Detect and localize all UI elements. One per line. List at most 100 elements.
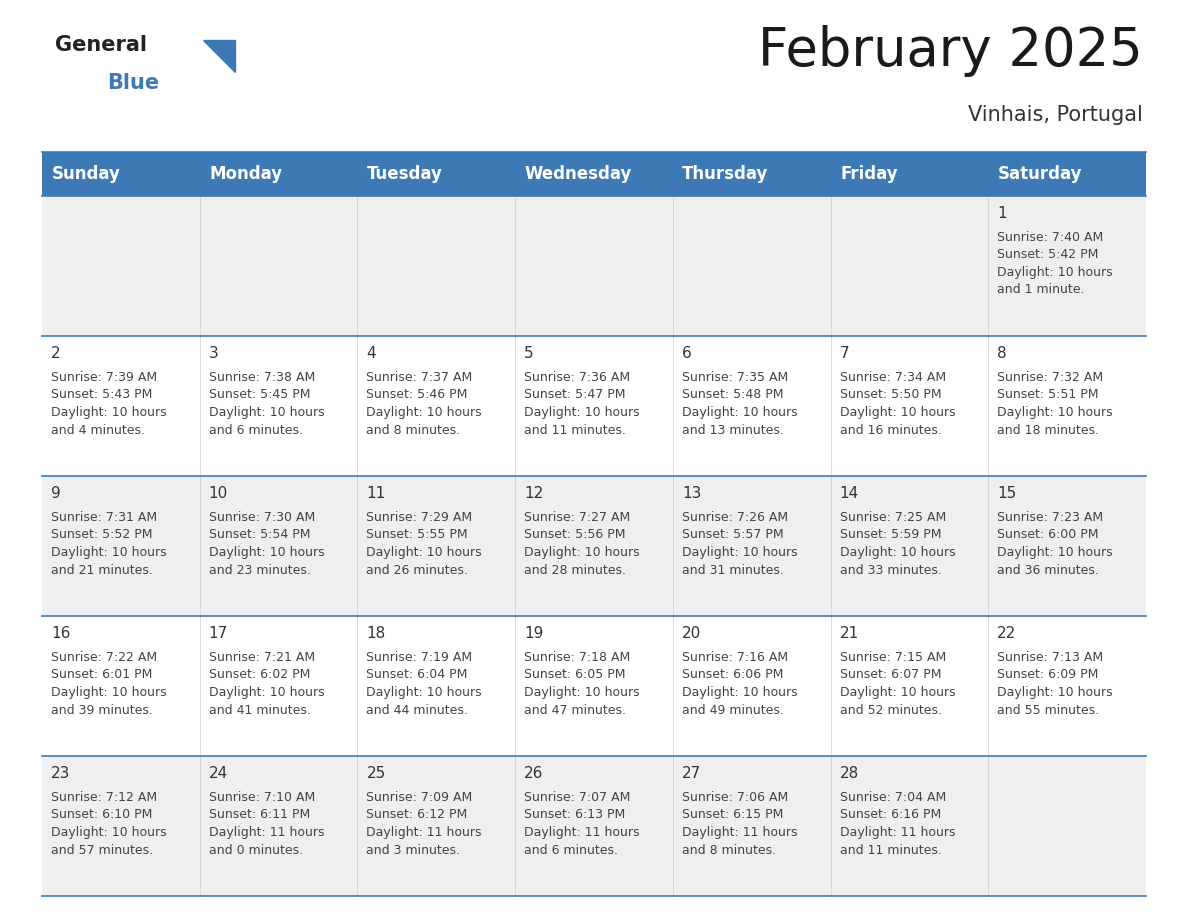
Text: Daylight: 10 hours: Daylight: 10 hours [51, 826, 166, 839]
Bar [42, 336, 1146, 476]
Text: 10: 10 [209, 486, 228, 501]
Text: and 28 minutes.: and 28 minutes. [524, 564, 626, 577]
Text: 7: 7 [840, 346, 849, 361]
Text: Sunrise: 7:13 AM: Sunrise: 7:13 AM [997, 651, 1104, 664]
Text: Vinhais, Portugal: Vinhais, Portugal [968, 105, 1143, 125]
Text: Daylight: 10 hours: Daylight: 10 hours [682, 686, 797, 699]
Text: 25: 25 [366, 766, 386, 781]
Text: and 11 minutes.: and 11 minutes. [840, 844, 941, 856]
Text: Monday: Monday [209, 165, 283, 183]
Text: 13: 13 [682, 486, 701, 501]
Text: 21: 21 [840, 626, 859, 641]
Bar [42, 152, 1146, 196]
Text: and 16 minutes.: and 16 minutes. [840, 423, 941, 436]
Text: Daylight: 10 hours: Daylight: 10 hours [997, 546, 1113, 559]
Text: and 49 minutes.: and 49 minutes. [682, 703, 784, 717]
Text: Tuesday: Tuesday [367, 165, 443, 183]
Text: and 23 minutes.: and 23 minutes. [209, 564, 310, 577]
Text: Sunset: 5:48 PM: Sunset: 5:48 PM [682, 388, 783, 401]
Text: and 6 minutes.: and 6 minutes. [209, 423, 303, 436]
Text: Sunrise: 7:38 AM: Sunrise: 7:38 AM [209, 371, 315, 384]
Text: 3: 3 [209, 346, 219, 361]
Text: General: General [55, 35, 147, 55]
Text: Sunrise: 7:34 AM: Sunrise: 7:34 AM [840, 371, 946, 384]
Text: Sunrise: 7:23 AM: Sunrise: 7:23 AM [997, 511, 1104, 524]
Text: 24: 24 [209, 766, 228, 781]
Text: Sunset: 5:43 PM: Sunset: 5:43 PM [51, 388, 152, 401]
Text: and 21 minutes.: and 21 minutes. [51, 564, 153, 577]
Text: Blue: Blue [107, 73, 159, 93]
Text: Daylight: 11 hours: Daylight: 11 hours [209, 826, 324, 839]
Text: 18: 18 [366, 626, 386, 641]
Text: 14: 14 [840, 486, 859, 501]
Text: and 31 minutes.: and 31 minutes. [682, 564, 784, 577]
Bar [42, 476, 1146, 616]
Text: Sunset: 5:59 PM: Sunset: 5:59 PM [840, 529, 941, 542]
Text: Sunset: 6:06 PM: Sunset: 6:06 PM [682, 668, 783, 681]
Text: Sunrise: 7:04 AM: Sunrise: 7:04 AM [840, 791, 946, 804]
Text: Sunrise: 7:15 AM: Sunrise: 7:15 AM [840, 651, 946, 664]
Text: Sunrise: 7:36 AM: Sunrise: 7:36 AM [524, 371, 631, 384]
Text: Sunrise: 7:30 AM: Sunrise: 7:30 AM [209, 511, 315, 524]
Text: Daylight: 10 hours: Daylight: 10 hours [209, 546, 324, 559]
Text: Sunrise: 7:19 AM: Sunrise: 7:19 AM [366, 651, 473, 664]
Text: Sunrise: 7:26 AM: Sunrise: 7:26 AM [682, 511, 788, 524]
Text: Sunset: 5:52 PM: Sunset: 5:52 PM [51, 529, 152, 542]
Text: Sunset: 5:42 PM: Sunset: 5:42 PM [997, 249, 1099, 262]
Text: Daylight: 10 hours: Daylight: 10 hours [524, 686, 640, 699]
Text: Daylight: 11 hours: Daylight: 11 hours [682, 826, 797, 839]
Text: Sunday: Sunday [51, 165, 120, 183]
Text: Sunset: 5:50 PM: Sunset: 5:50 PM [840, 388, 941, 401]
Text: Sunset: 6:10 PM: Sunset: 6:10 PM [51, 809, 152, 822]
Text: Sunset: 6:07 PM: Sunset: 6:07 PM [840, 668, 941, 681]
Text: and 41 minutes.: and 41 minutes. [209, 703, 310, 717]
Text: Saturday: Saturday [998, 165, 1082, 183]
Text: Sunrise: 7:27 AM: Sunrise: 7:27 AM [524, 511, 631, 524]
Text: and 33 minutes.: and 33 minutes. [840, 564, 941, 577]
Text: Sunset: 5:47 PM: Sunset: 5:47 PM [524, 388, 626, 401]
Text: Sunrise: 7:10 AM: Sunrise: 7:10 AM [209, 791, 315, 804]
Text: and 8 minutes.: and 8 minutes. [682, 844, 776, 856]
Text: Sunrise: 7:31 AM: Sunrise: 7:31 AM [51, 511, 157, 524]
Text: 28: 28 [840, 766, 859, 781]
Text: and 39 minutes.: and 39 minutes. [51, 703, 153, 717]
Text: and 55 minutes.: and 55 minutes. [997, 703, 1099, 717]
Text: 4: 4 [366, 346, 377, 361]
Text: 15: 15 [997, 486, 1017, 501]
Text: 9: 9 [51, 486, 61, 501]
Text: Sunset: 5:55 PM: Sunset: 5:55 PM [366, 529, 468, 542]
Text: 20: 20 [682, 626, 701, 641]
Text: Sunset: 6:05 PM: Sunset: 6:05 PM [524, 668, 626, 681]
Text: Sunset: 5:56 PM: Sunset: 5:56 PM [524, 529, 626, 542]
Text: Sunset: 6:13 PM: Sunset: 6:13 PM [524, 809, 625, 822]
Text: 19: 19 [524, 626, 544, 641]
Text: Sunset: 5:57 PM: Sunset: 5:57 PM [682, 529, 783, 542]
Text: Sunset: 6:02 PM: Sunset: 6:02 PM [209, 668, 310, 681]
Text: and 11 minutes.: and 11 minutes. [524, 423, 626, 436]
Text: and 47 minutes.: and 47 minutes. [524, 703, 626, 717]
Text: 17: 17 [209, 626, 228, 641]
Text: Daylight: 10 hours: Daylight: 10 hours [997, 266, 1113, 279]
Text: Sunset: 6:16 PM: Sunset: 6:16 PM [840, 809, 941, 822]
Text: Sunrise: 7:37 AM: Sunrise: 7:37 AM [366, 371, 473, 384]
Text: and 1 minute.: and 1 minute. [997, 284, 1085, 297]
Text: 23: 23 [51, 766, 70, 781]
Text: Daylight: 11 hours: Daylight: 11 hours [840, 826, 955, 839]
Text: Sunset: 6:00 PM: Sunset: 6:00 PM [997, 529, 1099, 542]
Text: Sunset: 5:51 PM: Sunset: 5:51 PM [997, 388, 1099, 401]
Text: 2: 2 [51, 346, 61, 361]
Text: and 18 minutes.: and 18 minutes. [997, 423, 1099, 436]
Text: Daylight: 10 hours: Daylight: 10 hours [840, 686, 955, 699]
Text: Sunset: 6:04 PM: Sunset: 6:04 PM [366, 668, 468, 681]
Bar [42, 616, 1146, 756]
Text: Thursday: Thursday [682, 165, 769, 183]
Text: 26: 26 [524, 766, 544, 781]
Text: Sunrise: 7:07 AM: Sunrise: 7:07 AM [524, 791, 631, 804]
Text: and 44 minutes.: and 44 minutes. [366, 703, 468, 717]
Text: Sunset: 6:09 PM: Sunset: 6:09 PM [997, 668, 1099, 681]
Text: Daylight: 10 hours: Daylight: 10 hours [51, 546, 166, 559]
Text: Daylight: 10 hours: Daylight: 10 hours [366, 406, 482, 419]
Text: Sunset: 5:45 PM: Sunset: 5:45 PM [209, 388, 310, 401]
Text: Daylight: 10 hours: Daylight: 10 hours [840, 546, 955, 559]
Text: and 52 minutes.: and 52 minutes. [840, 703, 942, 717]
